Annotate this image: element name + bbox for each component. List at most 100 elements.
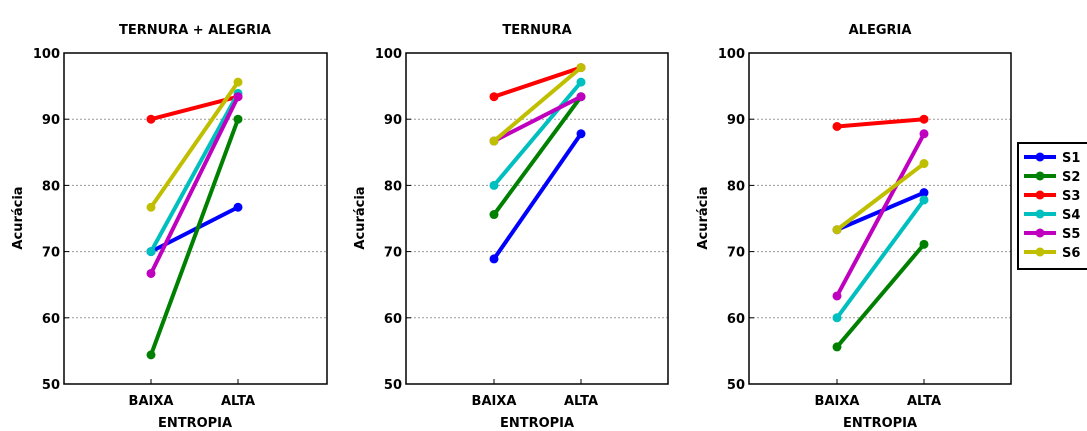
data-point: [832, 342, 842, 352]
data-point: [489, 210, 499, 220]
x-axis-label: ENTROPIA: [158, 416, 232, 431]
data-point: [832, 121, 842, 131]
legend-label: S6: [1062, 246, 1080, 261]
series-line: [492, 80, 583, 188]
y-tick-label: 50: [42, 378, 60, 393]
y-axis-label: Acurácia: [353, 186, 368, 249]
legend-marker: [1035, 190, 1045, 200]
series-s6: [489, 63, 586, 146]
y-tick-label: 50: [384, 378, 402, 393]
data-point: [489, 254, 499, 264]
data-point: [233, 202, 243, 212]
legend-item-s5: S5: [1024, 227, 1080, 242]
data-point: [832, 313, 842, 323]
y-tick-label: 100: [375, 47, 402, 62]
legend-marker: [1035, 171, 1045, 181]
data-point: [919, 195, 929, 205]
legend-item-s3: S3: [1024, 189, 1080, 204]
legend-label: S4: [1062, 208, 1080, 223]
x-tick-label: BAIXA: [472, 394, 517, 409]
legend-box: [1017, 142, 1087, 270]
panel-ternura-alegria: TERNURA + ALEGRIA Acurácia ENTROPIA 50 60…: [11, 23, 328, 431]
series-line: [149, 80, 240, 210]
axes-frame: [63, 52, 328, 385]
series-s5: [146, 92, 243, 278]
axes-frame: [748, 52, 1012, 385]
legend-label: S1: [1062, 151, 1080, 166]
legend-marker: [1035, 152, 1045, 162]
x-tick-label: BAIXA: [129, 394, 174, 409]
plot-area: 50 60 70 80 90 100 BAIXA ALTA: [33, 47, 328, 409]
y-axis-label: Acurácia: [696, 186, 711, 249]
panel-title: ALEGRIA: [849, 23, 912, 38]
y-tick-label: 60: [42, 312, 60, 327]
data-point: [146, 202, 156, 212]
series-line: [835, 161, 926, 232]
legend-marker: [1035, 228, 1045, 238]
panel-ternura: TERNURA Acurácia ENTROPIA 50 60 70 80 90 100 B…: [353, 23, 669, 431]
x-axis-label: ENTROPIA: [500, 416, 574, 431]
y-tick-label: 70: [384, 246, 402, 261]
series-line: [492, 131, 583, 261]
data-point: [146, 350, 156, 360]
series-line: [492, 94, 583, 217]
y-tick-label: 80: [42, 179, 60, 194]
series-s4: [832, 195, 929, 323]
data-point: [233, 92, 243, 102]
axes-frame: [405, 52, 669, 385]
data-point: [489, 180, 499, 190]
data-point: [576, 77, 586, 87]
data-point: [919, 159, 929, 169]
data-point: [146, 247, 156, 257]
data-point: [919, 239, 929, 249]
series-s2: [832, 239, 929, 352]
x-tick-label: ALTA: [907, 394, 941, 409]
data-point: [489, 92, 499, 102]
panel-alegria: ALEGRIA Acurácia ENTROPIA 50 60 70 80 90 100 B…: [696, 23, 1012, 431]
y-tick-label: 90: [384, 113, 402, 128]
data-point: [832, 225, 842, 235]
series-line: [492, 94, 583, 144]
series-line: [835, 131, 926, 298]
series-line: [835, 242, 926, 349]
data-point: [919, 129, 929, 139]
x-tick-label: ALTA: [564, 394, 598, 409]
data-point: [146, 268, 156, 278]
data-point: [919, 114, 929, 124]
data-point: [832, 291, 842, 301]
data-point: [576, 129, 586, 139]
legend-item-s2: S2: [1024, 170, 1080, 185]
y-tick-label: 70: [42, 246, 60, 261]
x-tick-label: BAIXA: [815, 394, 860, 409]
y-tick-label: 70: [727, 246, 745, 261]
data-point: [489, 136, 499, 146]
y-tick-label: 90: [42, 113, 60, 128]
x-tick-label: ALTA: [221, 394, 255, 409]
series-s6: [832, 159, 929, 235]
legend-label: S3: [1062, 189, 1080, 204]
series-line: [492, 65, 583, 99]
series-s4: [489, 77, 586, 190]
legend-item-s6: S6: [1024, 246, 1080, 261]
data-point: [576, 92, 586, 102]
y-tick-label: 50: [727, 378, 745, 393]
legend-label: S2: [1062, 170, 1080, 185]
data-point: [233, 114, 243, 124]
data-point: [919, 188, 929, 198]
series-s6: [146, 77, 243, 212]
series-s5: [832, 129, 929, 301]
y-tick-label: 100: [33, 47, 60, 62]
plot-area: 50 60 70 80 90 100 BAIXA ALTA: [718, 47, 1012, 409]
legend-marker: [1035, 209, 1045, 219]
data-point: [233, 77, 243, 87]
panel-title: TERNURA + ALEGRIA: [119, 23, 271, 38]
data-point: [576, 63, 586, 73]
y-tick-label: 60: [727, 312, 745, 327]
series-line: [492, 65, 583, 144]
plot-area: 50 60 70 80 90 100 BAIXA ALTA: [375, 47, 669, 409]
panel-title: TERNURA: [502, 23, 571, 38]
y-tick-label: 60: [384, 312, 402, 327]
y-tick-label: 90: [727, 113, 745, 128]
legend: S1 S2 S3 S4 S5 S6: [1017, 142, 1087, 270]
